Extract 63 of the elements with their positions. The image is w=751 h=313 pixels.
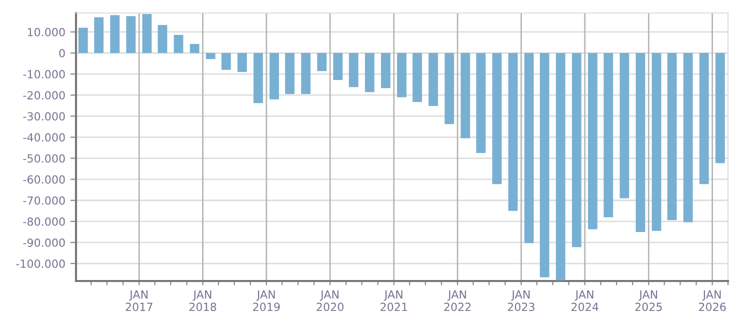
bar bbox=[317, 53, 327, 72]
bar bbox=[636, 53, 646, 232]
bar bbox=[428, 53, 438, 106]
bar bbox=[476, 53, 486, 153]
bar bbox=[683, 53, 693, 222]
x-tick-label: JAN 2026 bbox=[698, 290, 726, 312]
y-tick-label: -10.000 bbox=[23, 70, 65, 78]
x-tick-label: JAN 2017 bbox=[126, 290, 152, 312]
y-tick-label: 0 bbox=[59, 48, 65, 58]
bar bbox=[508, 53, 518, 211]
bar bbox=[524, 53, 534, 244]
bar bbox=[699, 53, 709, 184]
x-tick-label: JAN 2020 bbox=[316, 290, 344, 312]
bar bbox=[174, 34, 184, 53]
y-tick-label: -100.000 bbox=[16, 260, 65, 268]
bar bbox=[158, 25, 168, 53]
bar bbox=[715, 53, 725, 164]
bar bbox=[380, 53, 390, 88]
bar bbox=[620, 53, 630, 198]
y-tick-label: -20.000 bbox=[23, 91, 65, 100]
bar bbox=[142, 14, 152, 53]
y-tick-label: -30.000 bbox=[23, 112, 65, 121]
bar bbox=[206, 53, 216, 60]
bar bbox=[333, 53, 343, 80]
bar bbox=[397, 53, 406, 98]
y-tick-label: -80.000 bbox=[23, 217, 65, 226]
bar bbox=[348, 53, 358, 88]
bar bbox=[667, 53, 677, 220]
bar bbox=[492, 53, 502, 184]
bar bbox=[652, 53, 662, 231]
bar bbox=[460, 53, 470, 138]
bar bbox=[301, 53, 311, 94]
y-tick-label: -40.000 bbox=[23, 133, 65, 142]
bar bbox=[556, 53, 566, 280]
y-tick-label: -70.000 bbox=[23, 196, 65, 205]
x-tick-label: JAN 2025 bbox=[635, 290, 662, 312]
bar bbox=[540, 53, 550, 278]
bar bbox=[364, 53, 374, 92]
y-tick-label: -90.000 bbox=[23, 238, 65, 247]
bar bbox=[78, 28, 88, 53]
bar bbox=[412, 53, 422, 102]
x-tick-label: JAN 2021 bbox=[380, 290, 408, 312]
y-tick-label: 10.000 bbox=[28, 28, 65, 36]
bar bbox=[110, 15, 120, 53]
bar bbox=[190, 44, 200, 53]
y-tick-label: -50.000 bbox=[23, 154, 65, 163]
bar bbox=[126, 16, 136, 53]
bar bbox=[221, 53, 231, 70]
x-tick-label: JAN 2022 bbox=[444, 290, 471, 312]
bar bbox=[270, 53, 279, 100]
bar bbox=[237, 53, 247, 72]
bar bbox=[572, 53, 582, 248]
bar bbox=[604, 53, 614, 218]
bar bbox=[444, 53, 454, 124]
x-tick-label: JAN 2024 bbox=[572, 290, 598, 312]
x-tick-label: JAN 2018 bbox=[189, 290, 216, 312]
bar bbox=[285, 53, 294, 94]
x-tick-label: JAN 2023 bbox=[508, 290, 534, 312]
x-tick-label: JAN 2019 bbox=[253, 290, 280, 312]
y-tick-label: -60.000 bbox=[23, 175, 65, 184]
bar bbox=[254, 53, 263, 104]
bar bbox=[94, 17, 104, 53]
bar bbox=[588, 53, 598, 230]
